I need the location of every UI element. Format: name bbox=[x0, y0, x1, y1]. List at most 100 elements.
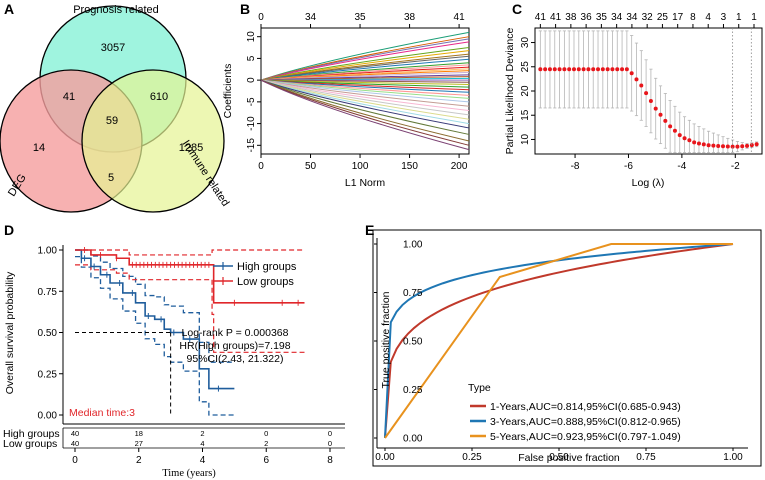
risk-count: 2 bbox=[264, 439, 268, 448]
cv-deviance-point bbox=[663, 118, 668, 123]
plot-b-toptick-label: 34 bbox=[305, 12, 317, 23]
cv-deviance-point bbox=[692, 140, 697, 145]
cv-deviance-point bbox=[596, 67, 601, 72]
plot-e-panel bbox=[372, 229, 762, 467]
plot-b-ylabel: Coefficients bbox=[222, 64, 234, 119]
plot-c-toptick-label: 41 bbox=[535, 12, 547, 23]
venn-count-prognosis-immune: 610 bbox=[150, 91, 168, 103]
risk-table: High groups Low groups 40 18 2 0 040 27 4 2 0 bbox=[3, 427, 345, 450]
cv-deviance-point bbox=[591, 67, 596, 72]
plot-b-xtick-label: 0 bbox=[258, 161, 264, 172]
plot-d-yticks: 0.00 0.25 0.50 0.75 1.00 bbox=[38, 246, 63, 422]
cv-lambda-lines bbox=[732, 28, 752, 154]
plot-e-xtick-label: 0.75 bbox=[636, 452, 656, 463]
plot-d-xtick-label: 4 bbox=[200, 455, 206, 466]
cv-deviance-point bbox=[605, 67, 610, 72]
km-hr: HR(High groups)=7.198 bbox=[179, 340, 290, 352]
plot-c-toptick-label: 36 bbox=[581, 12, 593, 23]
cv-deviance-point bbox=[754, 142, 759, 147]
plot-e-xtick-label: 0.50 bbox=[549, 452, 569, 463]
plot-d-xlabel: Time (years) bbox=[162, 468, 216, 479]
plot-c-xtick-label: -4 bbox=[677, 161, 686, 172]
cv-deviance-point bbox=[711, 143, 716, 148]
plot-c-xtick-label: -8 bbox=[571, 161, 580, 172]
plot-d-xtick-label: 2 bbox=[136, 455, 142, 466]
plot-e-ytick-label: 0.25 bbox=[403, 385, 423, 396]
cv-deviance-point bbox=[745, 143, 750, 148]
plot-b-toptick-label: 35 bbox=[354, 12, 366, 23]
plot-e-xtick-label: 0.00 bbox=[375, 452, 395, 463]
plot-e-yticks: 0.00 0.25 0.50 0.75 1.00 bbox=[374, 240, 423, 445]
km-plot: 0.00 0.25 0.50 0.75 1.00 Overall survival pr… bbox=[3, 245, 345, 479]
plot-c-xticks: -8 -6 -4 -2 bbox=[571, 154, 740, 172]
km-curves bbox=[75, 247, 305, 416]
cv-deviance-point bbox=[716, 143, 721, 148]
plot-b-yticks: -15 -10 -5 0 5 10 bbox=[246, 31, 261, 153]
risk-row-low-label: Low groups bbox=[3, 438, 57, 450]
plot-c-toptick-label: 41 bbox=[550, 12, 562, 23]
venn-count-deg-immune: 5 bbox=[108, 172, 114, 184]
plot-c-ylabel: Partial Likelihood Deviance bbox=[504, 28, 516, 155]
cv-deviance-point bbox=[648, 98, 653, 103]
roc-legend-title: Type bbox=[468, 382, 491, 394]
km-low-curve bbox=[75, 249, 305, 304]
cv-deviance-point bbox=[658, 112, 663, 117]
venn-count-all-three: 59 bbox=[106, 115, 118, 127]
venn-count-immune-only: 1285 bbox=[179, 142, 203, 154]
plot-e-ylabel: True positive fraction bbox=[380, 291, 392, 388]
cv-deviance-point bbox=[567, 67, 572, 72]
risk-count: 0 bbox=[264, 429, 268, 438]
plot-d-ytick-label: 0.00 bbox=[38, 411, 58, 422]
legend-low-label: Low groups bbox=[237, 276, 294, 288]
venn-label-prognosis: Prognosis related bbox=[73, 4, 159, 16]
plot-b-ytick-label: 10 bbox=[246, 31, 257, 43]
plot-e-ytick-label: 0.75 bbox=[403, 288, 423, 299]
plot-e-ytick-label: 0.00 bbox=[403, 434, 423, 445]
plot-c-toptick-label: 17 bbox=[672, 12, 684, 23]
plot-c-toptick-label: 34 bbox=[611, 12, 623, 23]
km-high-curve bbox=[75, 249, 235, 390]
plot-e-xticks: 0.00 0.25 0.50 0.75 1.00 bbox=[375, 448, 743, 463]
risk-count: 40 bbox=[71, 439, 79, 448]
plot-d-xticks: 0 2 4 6 8 bbox=[72, 448, 333, 466]
plot-c-ytick-label: 30 bbox=[520, 37, 531, 49]
panel-e-label: E bbox=[365, 222, 374, 238]
lasso-path bbox=[260, 79, 470, 151]
panel-c-label: C bbox=[512, 1, 522, 17]
plot-c-xtick-label: -6 bbox=[624, 161, 633, 172]
cv-deviance-point bbox=[721, 144, 726, 149]
lasso-coefficient-plot: 0 50 100 150 200 -15 -10 -5 0 5 10 0 34 35 38 41 L1 N… bbox=[222, 12, 470, 189]
plot-e-ytick-label: 1.00 bbox=[403, 240, 423, 251]
plot-b-ytick-label: -15 bbox=[246, 138, 257, 153]
km-low-ci-lower bbox=[75, 264, 305, 353]
cv-deviance-point bbox=[730, 144, 735, 149]
cv-deviance-point bbox=[696, 141, 701, 146]
cv-deviance-point bbox=[687, 138, 692, 143]
plot-d-ylabel: Overall survival probability bbox=[4, 271, 16, 394]
plot-b-ytick-label: 5 bbox=[246, 55, 257, 61]
risk-row-high-label: High groups bbox=[3, 428, 60, 440]
cv-deviance-point bbox=[644, 91, 649, 96]
plot-c-toptick-label: 1 bbox=[736, 12, 742, 23]
roc-legend-label-1: 1-Years,AUC=0.814,95%CI(0.685-0.943) bbox=[490, 401, 681, 413]
plot-b-ytick-label: -5 bbox=[246, 97, 257, 106]
cv-deviance-point bbox=[735, 144, 740, 149]
plot-d-xtick-label: 8 bbox=[327, 455, 333, 466]
cv-deviance-point bbox=[653, 106, 658, 111]
roc-legend-label-3: 3-Years,AUC=0.888,95%CI(0.812-0.965) bbox=[490, 416, 681, 428]
plot-b-ytick-label: -10 bbox=[246, 116, 257, 131]
plot-c-topticks: 41 41 38 36 35 34 34 32 25 17 8 4 3 1 1 bbox=[535, 12, 757, 28]
plot-e-xtick-label: 0.25 bbox=[462, 452, 482, 463]
venn-count-prognosis-deg: 41 bbox=[63, 91, 75, 103]
plot-c-ytick-label: 20 bbox=[520, 85, 531, 97]
plot-e-xlabel: False positive fraction bbox=[518, 452, 620, 464]
plot-b-ytick-label: 0 bbox=[246, 77, 257, 83]
cv-deviance-point bbox=[600, 67, 605, 72]
plot-b-xtick-label: 100 bbox=[352, 161, 369, 172]
cv-deviance-point bbox=[543, 67, 548, 72]
panel-a-label: A bbox=[4, 1, 14, 17]
plot-c-yticks: 10 15 20 25 30 bbox=[520, 37, 535, 145]
km-legend: High groups Low groups bbox=[213, 261, 297, 288]
roc-curve-1-years bbox=[384, 243, 734, 439]
